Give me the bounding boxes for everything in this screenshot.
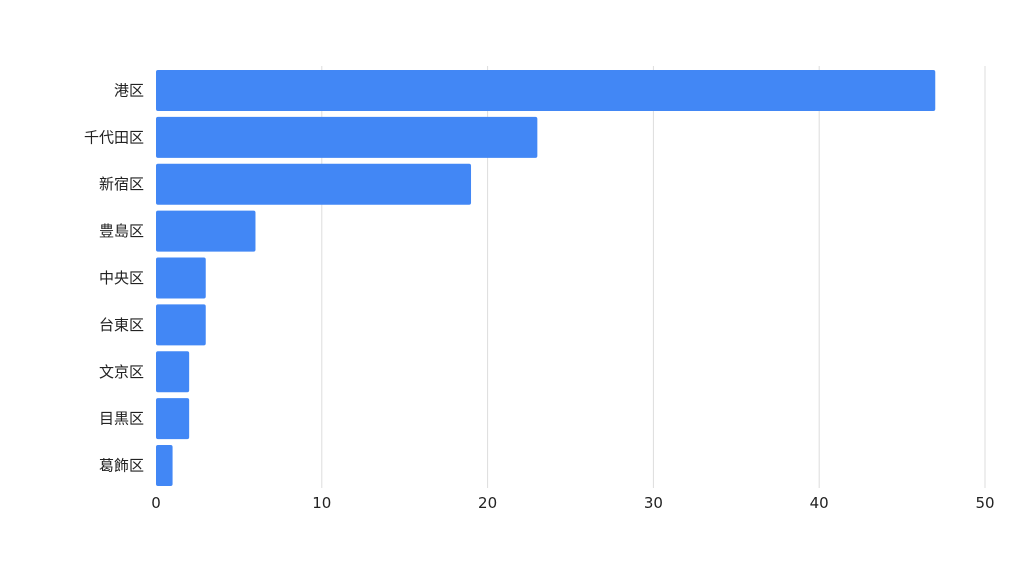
category-label: 千代田区 <box>84 128 144 146</box>
x-tick-labels: 0 10 20 30 40 50 <box>151 494 994 512</box>
bar-3 <box>156 210 256 252</box>
category-label: 台東区 <box>99 316 144 334</box>
category-label: 葛飾区 <box>99 457 144 475</box>
x-tick-label: 50 <box>975 494 994 512</box>
bar-1 <box>156 116 538 158</box>
bar-7 <box>156 398 190 440</box>
bar-8 <box>156 445 173 487</box>
category-label: 港区 <box>114 81 144 99</box>
x-tick-label: 20 <box>478 494 497 512</box>
bar-5 <box>156 304 206 346</box>
bar-0 <box>156 69 936 111</box>
bar-6 <box>156 351 190 393</box>
category-label: 中央区 <box>99 269 144 287</box>
x-tick-label: 0 <box>151 494 161 512</box>
bar-4 <box>156 257 206 299</box>
bars <box>156 69 936 487</box>
category-label: 豊島区 <box>99 222 144 240</box>
x-tick-label: 30 <box>644 494 663 512</box>
x-tick-label: 40 <box>810 494 829 512</box>
category-label: 目黒区 <box>99 410 144 428</box>
bar-2 <box>156 163 472 205</box>
x-tick-label: 10 <box>312 494 331 512</box>
category-label: 新宿区 <box>99 175 144 193</box>
category-label: 文京区 <box>99 363 144 381</box>
